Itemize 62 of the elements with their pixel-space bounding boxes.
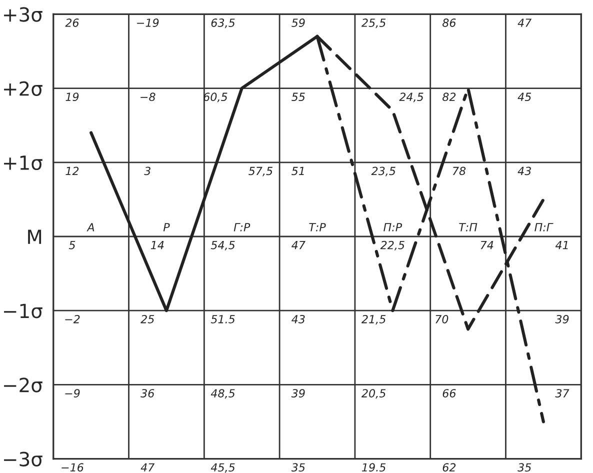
x-tick-label: Т:Р xyxy=(309,223,326,232)
annotation: 37 xyxy=(555,389,570,398)
annotation: 59 xyxy=(292,18,305,27)
annotation: 12 xyxy=(66,166,79,176)
annotation: 24,5 xyxy=(399,92,424,102)
annotation: 23,5 xyxy=(371,166,396,176)
annotation: 45 xyxy=(518,92,532,102)
annotation: 26 xyxy=(65,18,79,27)
y-tick-label: +2σ xyxy=(4,81,42,96)
annotation: 51 xyxy=(292,166,304,176)
annotation: −19 xyxy=(137,18,159,27)
annotation: −2 xyxy=(65,314,80,324)
x-tick-label: Р xyxy=(163,223,170,232)
annotation: 57,5 xyxy=(248,166,272,176)
annotation: 25,5 xyxy=(361,18,386,28)
annotation: 48,5 xyxy=(210,389,235,399)
y-tick-label: M xyxy=(28,230,42,244)
text: 62 xyxy=(442,463,456,472)
x-tick-label: Т:П xyxy=(459,223,478,232)
y-tick-label: +1σ xyxy=(4,156,42,170)
annotation: 47 xyxy=(292,241,306,250)
annotation: 25 xyxy=(140,314,154,324)
annotation: 82 xyxy=(442,92,456,102)
text: 45,5 xyxy=(210,463,235,473)
annotation: 39 xyxy=(555,314,569,324)
y-tick-label: −1σ xyxy=(4,304,42,318)
annotation: 43 xyxy=(292,314,305,324)
y-tick-label: −2σ xyxy=(4,378,42,392)
x-tick-label: П:Г xyxy=(534,223,554,232)
x-tick-label: Г:Р xyxy=(234,223,250,232)
annotation: 78 xyxy=(452,166,466,176)
annotation: 14 xyxy=(150,241,164,250)
annotation: −9 xyxy=(65,389,80,398)
annotation: 47 xyxy=(518,18,532,27)
text: 19.5 xyxy=(362,463,386,472)
y-tick-label: +3σ xyxy=(4,7,42,22)
annotation: 22,5 xyxy=(380,240,404,250)
annotation: 36 xyxy=(140,389,154,398)
annotation: 66 xyxy=(442,389,456,398)
annotation: 54,5 xyxy=(210,241,235,250)
annotation: 5 xyxy=(68,241,76,250)
x-tick-label: П:Р xyxy=(384,223,402,232)
annotation: 19 xyxy=(66,92,79,102)
annotation: 3 xyxy=(144,166,150,176)
annotation: 70 xyxy=(436,314,448,324)
annotation: 63,5 xyxy=(211,18,235,28)
text: −16 xyxy=(62,463,84,472)
annotation: 41 xyxy=(555,241,568,250)
annotation: 39 xyxy=(291,389,305,398)
annotation: −8 xyxy=(140,92,156,102)
annotation: 86 xyxy=(442,18,456,27)
annotation: 74 xyxy=(480,241,494,250)
annotation: 21,5 xyxy=(361,314,386,325)
text: 35 xyxy=(518,463,532,472)
annotation: 43 xyxy=(518,166,531,176)
text: 35 xyxy=(291,463,305,472)
annotation: 20,5 xyxy=(361,389,386,399)
annotation: 51.5 xyxy=(210,315,235,324)
y-tick-label: −3σ xyxy=(4,452,42,466)
text: 47 xyxy=(140,463,155,472)
annotation: 55 xyxy=(292,92,305,102)
x-tick-label: А xyxy=(86,223,94,232)
